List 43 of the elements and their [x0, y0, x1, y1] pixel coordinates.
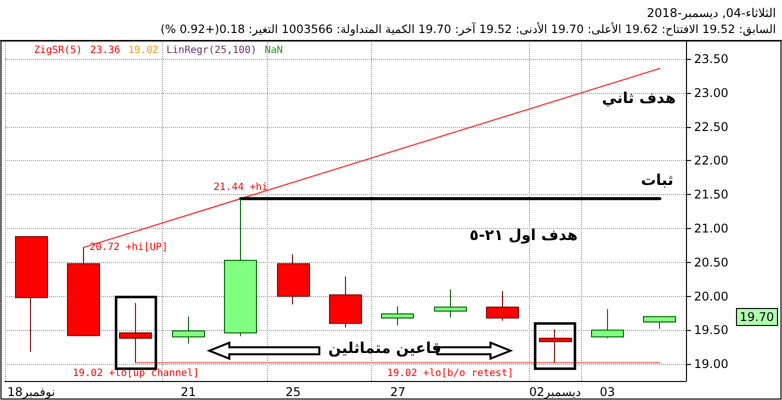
x-tick-label: 27: [390, 385, 406, 399]
candlestick: [277, 254, 310, 305]
annotation: 19.02: [128, 45, 158, 56]
text: الثلاثاء-04, ديسمبر-2018: [646, 6, 776, 20]
x-tick-label: 02ديسمبر: [529, 385, 581, 399]
annotation: NaN: [264, 45, 283, 56]
annotation: هدف ثاني: [602, 89, 676, 108]
annotation: ثبات: [640, 170, 674, 189]
text: 19.70: [736, 308, 778, 326]
y-tick-label: 22.00: [694, 154, 728, 168]
x-tick-label: 21: [180, 385, 196, 399]
y-tick-label: 21.50: [694, 188, 728, 202]
candlestick: [224, 198, 257, 337]
y-tick-label: 23.00: [694, 86, 728, 100]
chart-subtitle: السابق: 19.52 الافتتاح: 19.62 الأعلى: 19.70 الأدنى: 19.52 آخر: 19.70 الكمية المتداولة: 1003566 التغير: 0.18(+0.92 %): [160, 22, 776, 36]
candlestick: [381, 306, 414, 326]
y-tick-label: 21.00: [694, 221, 728, 236]
y-tick-label: 23.50: [694, 52, 728, 66]
annotation: هدف اول ٢١-٥: [470, 226, 578, 244]
candlestick: [172, 316, 205, 344]
y-tick-label: 20.00: [694, 289, 728, 304]
candlestick: [434, 288, 467, 318]
x-tick-label: 03: [600, 385, 616, 399]
y-tick-label: 19.00: [694, 357, 728, 372]
y-tick-label: 20.50: [694, 255, 728, 270]
candlestick: [539, 328, 572, 364]
data-label: 19.02 +lo[b/o retest]: [387, 368, 514, 380]
annotation: ZigSR(5): [34, 45, 82, 56]
candlestick: [119, 302, 152, 364]
x-tick-label: 25: [285, 385, 301, 399]
candlestick: [591, 308, 624, 339]
annotation: 23.36: [90, 45, 120, 56]
annotation: LinRegr(25,100): [166, 45, 257, 56]
data-label: 21.44 +hi: [214, 182, 268, 194]
candlestick: [643, 316, 676, 330]
y-tick-label: 19.50: [694, 323, 728, 338]
x-tick-label: 18نوفمبر: [7, 385, 56, 399]
data-label: 19.02 +lo[up channel]: [72, 368, 200, 380]
data-label: 20.72 +hi[UP]: [90, 242, 168, 253]
candlestick: [486, 290, 519, 322]
candlestick: [329, 276, 362, 328]
y-tick-label: 22.50: [694, 120, 728, 134]
candlestick: [15, 236, 48, 352]
